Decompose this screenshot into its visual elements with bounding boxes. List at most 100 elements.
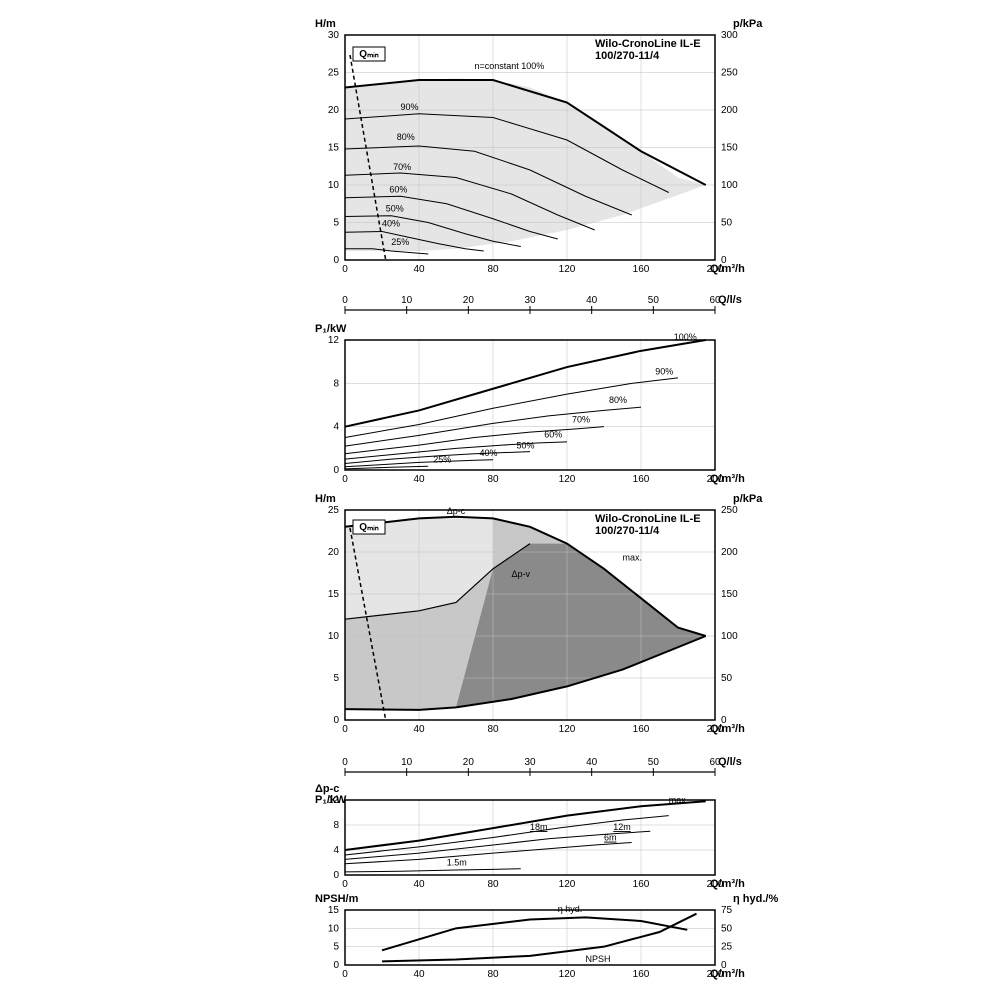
svg-text:80: 80 xyxy=(487,474,499,485)
svg-text:15: 15 xyxy=(328,589,340,600)
product-subtitle: 100/270-11/4 xyxy=(595,50,660,62)
svg-text:20: 20 xyxy=(463,295,475,306)
svg-text:50%: 50% xyxy=(517,440,535,450)
svg-text:Wilo-CronoLine IL-E: Wilo-CronoLine IL-E xyxy=(595,513,701,525)
svg-text:40: 40 xyxy=(413,969,425,980)
svg-text:4: 4 xyxy=(333,422,339,433)
svg-text:150: 150 xyxy=(721,143,738,154)
svg-text:Q/m³/h: Q/m³/h xyxy=(710,473,745,485)
svg-text:25: 25 xyxy=(328,505,340,516)
svg-text:25: 25 xyxy=(721,942,733,953)
svg-text:75: 75 xyxy=(721,905,733,916)
product-title: Wilo-CronoLine IL-E xyxy=(595,38,701,50)
svg-text:Δp-v: Δp-v xyxy=(512,569,531,579)
svg-text:Qₘᵢₙ: Qₘᵢₙ xyxy=(359,522,378,533)
svg-text:0: 0 xyxy=(333,715,339,726)
svg-text:120: 120 xyxy=(559,474,576,485)
chart2-curve xyxy=(345,466,428,469)
svg-text:90%: 90% xyxy=(655,367,673,377)
svg-text:40%: 40% xyxy=(480,448,498,458)
svg-text:0: 0 xyxy=(333,465,339,476)
svg-text:160: 160 xyxy=(633,969,650,980)
svg-text:Q/m³/h: Q/m³/h xyxy=(710,878,745,890)
svg-text:120: 120 xyxy=(559,724,576,735)
svg-text:160: 160 xyxy=(633,474,650,485)
pct-label: 60% xyxy=(389,185,407,195)
svg-text:40: 40 xyxy=(413,724,425,735)
svg-text:1.5m: 1.5m xyxy=(447,858,467,868)
svg-text:0: 0 xyxy=(333,960,339,971)
pct-label: 50% xyxy=(386,203,404,213)
svg-text:Δp-c: Δp-c xyxy=(447,506,466,516)
svg-text:250: 250 xyxy=(721,505,738,516)
svg-text:40: 40 xyxy=(586,295,598,306)
svg-text:P₁/kW: P₁/kW xyxy=(315,323,347,335)
svg-text:H/m: H/m xyxy=(315,493,336,505)
svg-text:50: 50 xyxy=(721,218,733,229)
svg-text:20: 20 xyxy=(328,547,340,558)
svg-text:p/kPa: p/kPa xyxy=(733,493,763,505)
svg-text:30: 30 xyxy=(524,757,536,768)
svg-text:NPSH: NPSH xyxy=(586,954,611,964)
svg-text:5: 5 xyxy=(333,218,339,229)
svg-text:8: 8 xyxy=(333,820,339,831)
svg-text:10: 10 xyxy=(401,295,413,306)
svg-text:6m: 6m xyxy=(604,833,617,843)
svg-text:0: 0 xyxy=(342,295,348,306)
svg-text:Q/m³/h: Q/m³/h xyxy=(710,968,745,980)
svg-text:0: 0 xyxy=(342,724,348,735)
svg-text:NPSH/m: NPSH/m xyxy=(315,893,359,905)
svg-text:120: 120 xyxy=(559,969,576,980)
svg-text:200: 200 xyxy=(721,105,738,116)
svg-text:100: 100 xyxy=(721,631,738,642)
pct-label: 90% xyxy=(401,102,419,112)
pct-label: 40% xyxy=(382,218,400,228)
svg-text:160: 160 xyxy=(633,264,650,275)
svg-text:0: 0 xyxy=(342,757,348,768)
svg-text:20: 20 xyxy=(328,105,340,116)
svg-text:10: 10 xyxy=(328,180,340,191)
eta-curve xyxy=(382,917,687,950)
svg-text:40: 40 xyxy=(413,264,425,275)
svg-text:70%: 70% xyxy=(572,414,590,424)
npsh-curve xyxy=(382,914,697,962)
svg-text:12m: 12m xyxy=(613,822,631,832)
svg-text:50: 50 xyxy=(648,757,660,768)
pct-label: 80% xyxy=(397,132,415,142)
svg-text:300: 300 xyxy=(721,30,738,41)
svg-text:5: 5 xyxy=(333,942,339,953)
svg-text:30: 30 xyxy=(328,30,340,41)
svg-text:120: 120 xyxy=(559,879,576,890)
svg-text:160: 160 xyxy=(633,879,650,890)
chart2-curve xyxy=(345,378,678,438)
svg-text:5: 5 xyxy=(333,673,339,684)
svg-text:250: 250 xyxy=(721,68,738,79)
svg-text:0: 0 xyxy=(333,255,339,266)
svg-text:30: 30 xyxy=(524,295,536,306)
svg-text:P₁/kW: P₁/kW xyxy=(315,794,347,806)
svg-text:4: 4 xyxy=(333,845,339,856)
svg-text:120: 120 xyxy=(559,264,576,275)
svg-text:15: 15 xyxy=(328,143,340,154)
svg-text:80: 80 xyxy=(487,264,499,275)
svg-text:0: 0 xyxy=(333,870,339,881)
svg-text:80%: 80% xyxy=(609,395,627,405)
svg-text:100/270-11/4: 100/270-11/4 xyxy=(595,525,660,537)
svg-text:25: 25 xyxy=(328,68,340,79)
svg-text:η hyd./%: η hyd./% xyxy=(733,893,778,905)
svg-text:Q/l/s: Q/l/s xyxy=(718,756,742,768)
svg-text:Q/l/s: Q/l/s xyxy=(718,294,742,306)
svg-text:80: 80 xyxy=(487,969,499,980)
svg-text:40: 40 xyxy=(586,757,598,768)
svg-text:max.: max. xyxy=(623,552,643,562)
pct-label: 70% xyxy=(393,162,411,172)
svg-text:25%: 25% xyxy=(433,454,451,464)
svg-text:50: 50 xyxy=(721,923,733,934)
svg-text:12: 12 xyxy=(328,335,340,346)
svg-text:100: 100 xyxy=(721,180,738,191)
svg-text:Qₘᵢₙ: Qₘᵢₙ xyxy=(359,49,378,60)
svg-text:18m: 18m xyxy=(530,822,548,832)
svg-text:50: 50 xyxy=(648,295,660,306)
svg-text:Q/m³/h: Q/m³/h xyxy=(710,263,745,275)
svg-text:p/kPa: p/kPa xyxy=(733,18,763,30)
